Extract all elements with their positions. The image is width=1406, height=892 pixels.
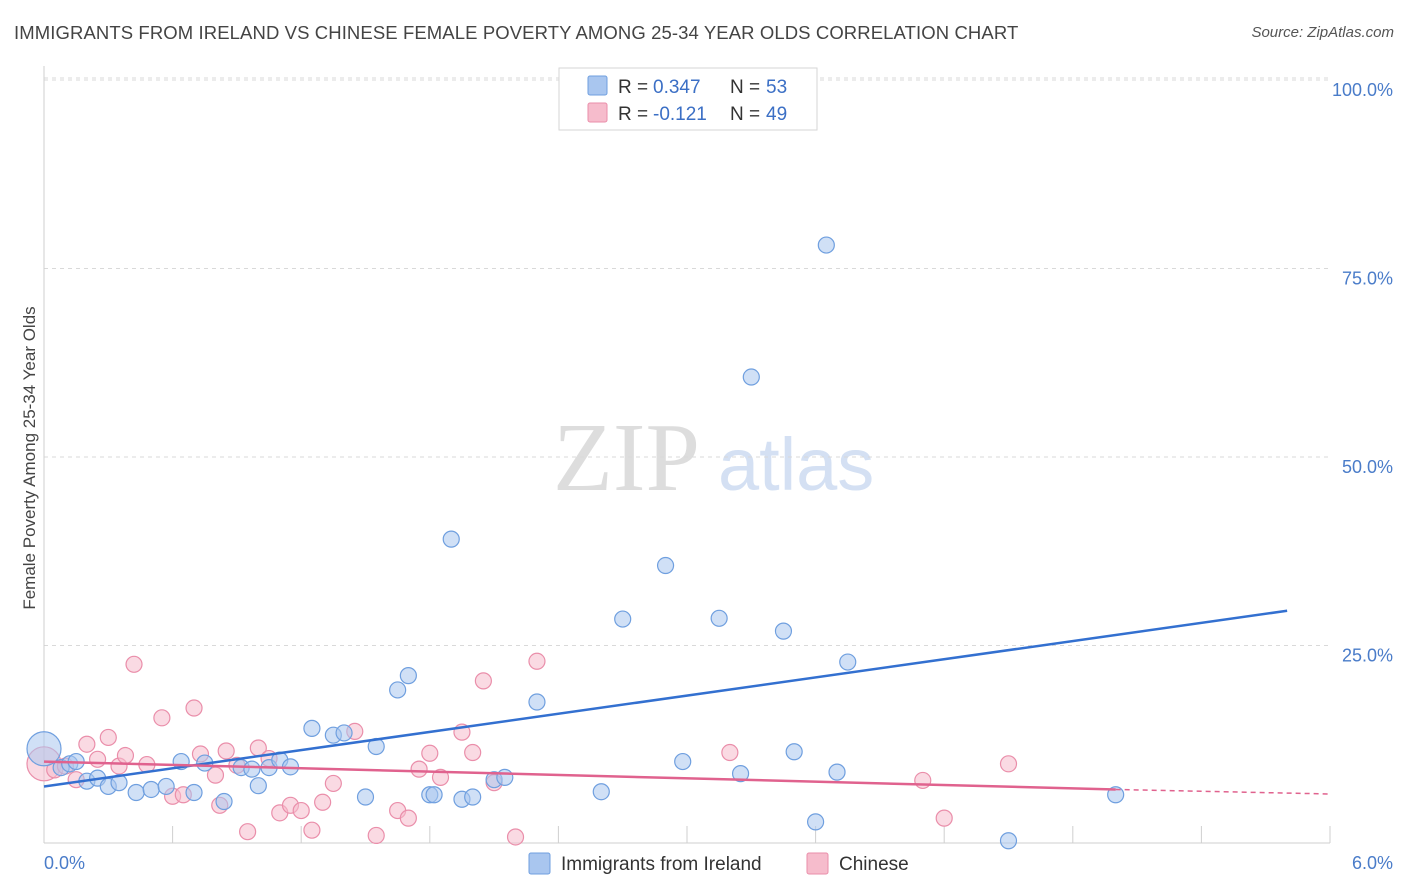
- data-point-chinese: [421, 744, 439, 762]
- data-point-ireland: [425, 786, 443, 804]
- data-point-ireland: [656, 556, 675, 575]
- data-point-ireland: [839, 653, 857, 671]
- data-point-ireland: [828, 763, 846, 781]
- data-point-ireland: [185, 783, 203, 802]
- tick-labels: 100.0% 75.0% 50.0% 25.0% 0.0% 6.0%: [44, 80, 1393, 873]
- legend-swatch-chinese: [587, 102, 608, 123]
- data-point-ireland: [674, 752, 692, 771]
- legend-swatch-ireland: [587, 75, 608, 96]
- data-point-ireland: [774, 622, 793, 640]
- data-point-ireland: [592, 783, 610, 801]
- data-point-chinese: [999, 755, 1018, 773]
- x-tick-label: 0.0%: [44, 853, 85, 873]
- data-point-ireland: [442, 530, 460, 548]
- chart-source: Source: ZipAtlas.com: [1251, 24, 1394, 41]
- trend-line-chinese: [43, 760, 1116, 791]
- points-ireland: [26, 236, 1125, 850]
- bottom-legend-label-chinese: Chinese: [839, 854, 909, 875]
- data-point-chinese: [292, 801, 310, 820]
- data-point-chinese: [464, 743, 482, 762]
- data-point-ireland: [215, 792, 233, 811]
- watermark-zip: ZIP: [553, 404, 700, 512]
- watermark-atlas: atlas: [718, 423, 874, 506]
- legend-n-label-2: N =: [730, 104, 760, 125]
- points-chinese: [26, 652, 1018, 846]
- data-point-chinese: [506, 828, 525, 846]
- trend-line-chinese-extension: [1115, 788, 1331, 795]
- gridlines: [44, 77, 1330, 646]
- trend-lines: [43, 609, 1331, 795]
- data-point-chinese: [303, 821, 321, 839]
- data-point-chinese: [239, 823, 257, 841]
- bottom-legend-swatch-chinese: [806, 852, 829, 875]
- data-point-ireland: [806, 813, 825, 831]
- data-point-ireland: [399, 667, 417, 685]
- legend-r-value-1: 0.347: [653, 77, 701, 98]
- data-point-ireland: [742, 368, 760, 386]
- data-point-chinese: [314, 793, 332, 811]
- data-point-ireland: [335, 724, 353, 742]
- data-point-chinese: [153, 709, 171, 727]
- data-point-ireland: [528, 693, 546, 711]
- data-point-ireland: [26, 731, 62, 767]
- data-point-chinese: [78, 735, 96, 753]
- chart-title: IMMIGRANTS FROM IRELAND VS CHINESE FEMAL…: [14, 22, 1019, 43]
- data-point-chinese: [474, 672, 492, 690]
- bottom-legend-label-ireland: Immigrants from Ireland: [561, 854, 762, 875]
- data-point-ireland: [614, 610, 632, 628]
- data-point-ireland: [785, 743, 803, 761]
- trend-line-ireland: [43, 609, 1288, 788]
- legend-r-label-1: R =: [618, 77, 648, 98]
- legend-n-value-1: 53: [766, 77, 787, 98]
- data-point-ireland: [464, 788, 482, 806]
- data-point-chinese: [88, 750, 107, 768]
- data-point-ireland: [303, 719, 321, 737]
- y-tick-label: 75.0%: [1342, 269, 1393, 289]
- data-point-chinese: [116, 746, 135, 765]
- data-point-ireland: [243, 760, 261, 778]
- top-legend: R = 0.347 N = 53 R = -0.121 N = 49: [558, 67, 818, 131]
- data-point-chinese: [431, 768, 450, 787]
- bottom-legend-swatch-ireland: [528, 852, 551, 875]
- data-point-chinese: [528, 652, 546, 670]
- data-point-ireland: [142, 780, 160, 799]
- data-point-ireland: [127, 783, 145, 802]
- data-point-chinese: [125, 655, 143, 673]
- data-point-ireland: [496, 768, 514, 787]
- legend-r-label-2: R =: [618, 104, 648, 125]
- data-point-chinese: [185, 699, 203, 717]
- data-point-chinese: [721, 743, 739, 762]
- y-tick-label: 50.0%: [1342, 457, 1393, 477]
- data-point-ireland: [710, 609, 728, 627]
- data-point-ireland: [249, 777, 267, 795]
- data-point-ireland: [389, 681, 407, 699]
- legend-r-value-2: -0.121: [653, 104, 707, 125]
- data-point-chinese: [217, 742, 235, 760]
- data-point-chinese: [914, 771, 932, 790]
- data-point-ireland: [999, 832, 1018, 850]
- y-tick-label: 100.0%: [1332, 80, 1393, 100]
- y-axis-title: Female Poverty Among 25-34 Year Olds: [20, 306, 39, 609]
- data-point-chinese: [399, 809, 417, 827]
- legend-n-value-2: 49: [766, 104, 787, 125]
- x-tick-label: 6.0%: [1352, 853, 1393, 873]
- data-point-chinese: [410, 760, 428, 778]
- data-point-chinese: [324, 774, 342, 793]
- data-point-ireland: [157, 777, 175, 796]
- data-point-ireland: [1107, 786, 1125, 804]
- x-ticks: [43, 826, 1331, 843]
- data-point-ireland: [731, 765, 750, 783]
- data-point-ireland: [356, 788, 375, 806]
- bottom-legend: Immigrants from Ireland Chinese: [528, 852, 909, 875]
- data-point-ireland: [817, 236, 835, 254]
- data-point-chinese: [99, 728, 117, 747]
- data-point-chinese: [935, 809, 953, 827]
- data-point-chinese: [367, 826, 385, 845]
- legend-n-label-1: N =: [730, 77, 760, 98]
- y-tick-label: 25.0%: [1342, 646, 1393, 666]
